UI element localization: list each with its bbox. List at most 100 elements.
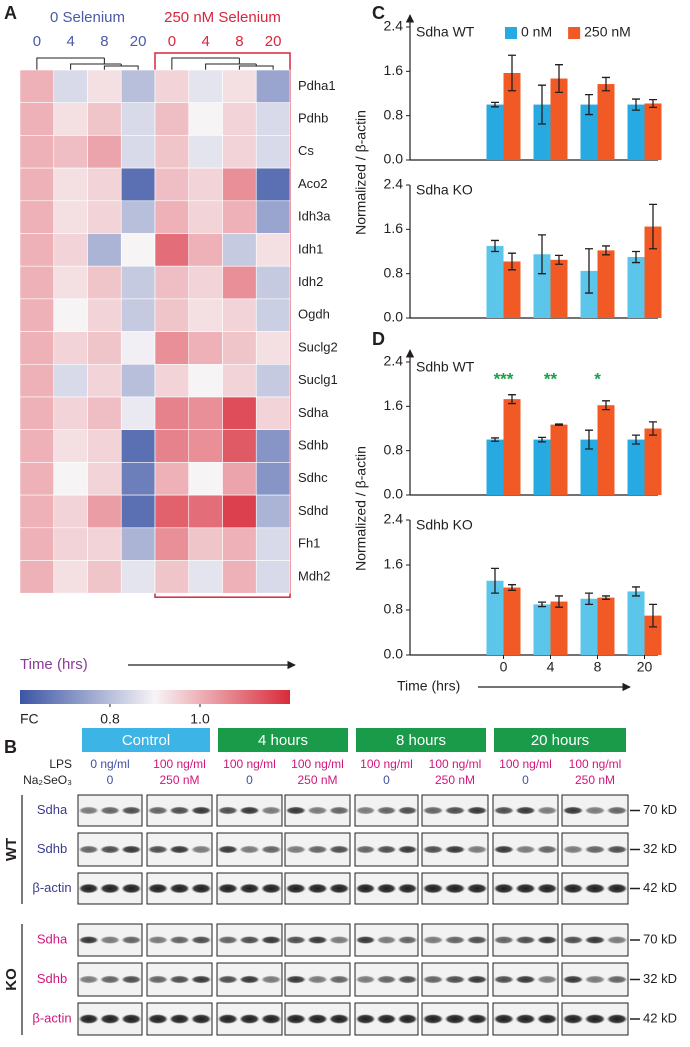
band — [217, 883, 239, 894]
band — [515, 845, 536, 854]
heatmap-cell — [19, 233, 55, 267]
y-tick-label: 0.0 — [384, 646, 404, 662]
heatmap-cell — [255, 494, 291, 529]
colorbar-tick-label: 1.0 — [190, 711, 210, 727]
heatmap-cell — [222, 331, 257, 365]
heatmap-cell — [19, 429, 55, 463]
band — [376, 1014, 397, 1024]
heatmap-cell — [188, 167, 223, 202]
bar — [597, 405, 615, 495]
heatmap-cell — [19, 331, 55, 365]
heatmap-cell — [87, 494, 122, 529]
band — [493, 1014, 515, 1024]
heatmap-cell — [87, 462, 122, 496]
heatmap-cell — [120, 102, 156, 136]
protein-label: Sdha — [37, 931, 68, 946]
bar — [627, 257, 645, 318]
group-label: 250 nM Selenium — [164, 9, 281, 26]
heatmap-cell — [255, 462, 291, 496]
bar — [644, 226, 662, 318]
error-bar — [602, 76, 610, 92]
heatmap-cell — [154, 363, 190, 398]
row-label: Ogdh — [298, 307, 330, 322]
heatmap-cell — [154, 233, 190, 267]
band — [169, 1014, 190, 1024]
heatmap-cell — [120, 429, 156, 463]
heatmap-cell — [19, 265, 55, 300]
condition-header — [218, 728, 348, 752]
error-bar — [585, 429, 593, 450]
error-bar — [555, 254, 563, 265]
band — [493, 975, 515, 984]
band — [190, 845, 212, 854]
band — [147, 806, 169, 815]
error-bar — [602, 595, 610, 600]
error-bar — [555, 423, 563, 426]
bar — [550, 424, 568, 495]
band — [99, 806, 121, 815]
heatmap-cell — [188, 69, 223, 104]
heatmap-cell — [222, 363, 257, 398]
y-tick-label: 2.4 — [384, 176, 404, 192]
band — [397, 845, 418, 854]
heatmap-cell — [53, 167, 88, 202]
protein-label: Sdhb — [37, 971, 67, 986]
genotype-label: WT — [3, 838, 20, 861]
heatmap-cell — [19, 560, 55, 594]
y-tick-label: 0.0 — [384, 486, 404, 502]
row-label: Sdhd — [298, 503, 328, 518]
heatmap-cell — [154, 298, 190, 332]
condition-label: 20 hours — [531, 732, 589, 749]
size-label: 70 kD — [643, 931, 677, 946]
band — [562, 975, 584, 984]
y-tick-label: 1.6 — [384, 556, 404, 572]
column-label: 8 — [235, 33, 243, 50]
protein-label: Sdhb — [37, 841, 67, 856]
band — [422, 936, 444, 944]
error-bar — [632, 98, 640, 111]
error-bar — [649, 203, 657, 250]
band — [285, 883, 307, 894]
band — [493, 936, 515, 944]
chart-title: Sdha KO — [416, 182, 473, 198]
band — [169, 883, 190, 894]
bar — [627, 104, 645, 160]
error-bar — [585, 248, 593, 294]
dendrogram — [36, 57, 139, 70]
band — [536, 1014, 558, 1024]
row-header: LPS — [49, 757, 72, 771]
band — [536, 883, 558, 894]
heatmap-cell — [19, 363, 55, 398]
size-label: 42 kD — [643, 880, 677, 895]
band — [536, 806, 558, 815]
heatmap-cell — [222, 69, 257, 104]
band — [147, 845, 169, 854]
band — [121, 936, 142, 944]
condition-label: 8 hours — [396, 732, 446, 749]
band — [121, 883, 142, 894]
chart-title: Sdhb WT — [416, 359, 475, 375]
band — [169, 936, 190, 944]
bar — [644, 103, 662, 160]
heatmap-cell — [188, 135, 223, 169]
band — [190, 936, 212, 944]
lps-label: 100 ng/ml — [153, 757, 206, 771]
heatmap-cell — [255, 265, 291, 300]
band — [285, 936, 307, 944]
band — [307, 845, 328, 854]
band — [444, 806, 466, 815]
heatmap-cell — [255, 429, 291, 463]
band — [147, 936, 169, 944]
band — [78, 806, 99, 815]
condition-label: Control — [122, 732, 170, 749]
heatmap-cell — [19, 396, 55, 431]
legend-swatch — [505, 27, 517, 39]
band — [422, 845, 444, 854]
selenium-label: 250 nM — [159, 773, 199, 787]
band — [355, 883, 376, 894]
heatmap-cell — [87, 167, 122, 202]
heatmap-cell — [255, 69, 291, 104]
band — [562, 806, 584, 815]
error-bar — [508, 394, 516, 405]
row-label: Pdha1 — [298, 78, 336, 93]
